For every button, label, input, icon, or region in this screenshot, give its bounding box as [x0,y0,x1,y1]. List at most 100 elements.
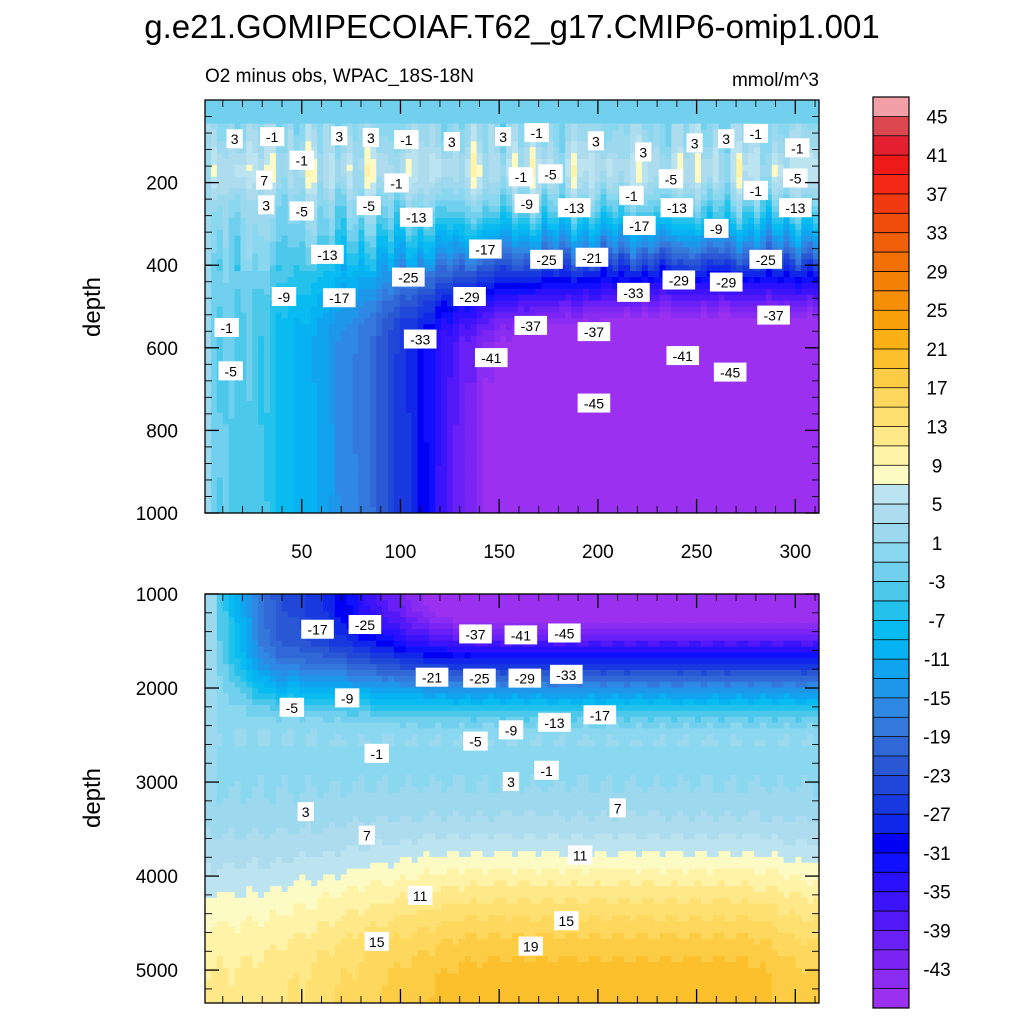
field-cell [706,105,714,113]
field-cell [222,336,230,343]
field-cell [612,235,619,243]
field-cell [512,229,519,237]
field-cell [488,141,495,148]
field-cell [346,182,354,190]
field-cell [612,365,619,372]
field-cell [452,259,460,266]
field-cell [630,123,637,131]
field-cell [388,365,395,372]
field-cell [600,117,608,125]
field-cell [813,100,819,107]
field-cell [246,170,253,178]
field-cell [600,182,608,190]
field-cell [612,277,619,284]
field-cell [553,235,560,243]
field-cell [635,129,643,136]
field-cell [612,359,619,367]
field-cell [258,159,265,166]
field-cell [689,105,696,113]
field-cell [559,194,566,201]
field-cell [299,147,306,154]
field-cell [334,212,342,219]
field-cell [559,353,566,361]
field-cell [334,277,342,284]
field-cell [364,312,371,319]
field-cell [671,235,678,243]
field-cell [393,159,401,166]
field-cell [352,123,360,131]
field-cell [222,141,230,148]
field-cell [742,247,749,254]
field-cell [659,129,667,136]
field-cell [665,377,672,384]
field-cell [281,282,289,290]
field-cell [594,365,602,372]
field-cell [405,359,413,367]
field-cell [240,194,247,201]
field-cell [382,259,389,266]
field-cell [205,365,212,372]
field-cell [500,111,507,119]
field-cell [452,312,460,319]
field-cell [210,341,218,349]
field-cell [653,253,661,260]
field-cell [695,100,702,107]
field-cell [730,330,737,337]
field-cell [659,318,667,325]
field-cell [665,235,672,243]
field-cell [606,271,613,278]
field-cell [258,330,265,337]
field-cell [210,318,218,325]
field-cell [222,182,230,190]
field-cell [659,359,667,367]
field-cell [594,371,602,378]
field-cell [429,164,436,172]
field-cell [801,282,808,290]
field-cell [476,123,484,131]
field-cell [523,271,531,278]
field-cell [612,253,619,260]
field-cell [411,353,419,361]
field-cell [376,218,383,225]
field-cell [736,188,743,195]
field-cell [730,253,737,260]
field-cell [500,147,507,154]
field-cell [370,229,377,237]
field-cell [807,164,814,172]
field-cell [813,353,819,361]
field-cell [689,306,696,313]
field-cell [240,141,247,148]
field-cell [535,282,543,290]
field-cell [759,353,767,361]
field-cell [695,341,702,349]
field-cell [252,123,259,131]
field-cell [352,312,360,319]
field-cell [340,330,348,337]
field-cell [287,277,295,284]
field-cell [641,318,649,325]
field-cell [382,218,389,225]
field-cell [807,371,814,378]
field-cell [488,147,495,154]
field-cell [287,341,295,349]
field-cell [352,141,360,148]
field-cell [541,194,549,201]
field-cell [210,235,218,243]
field-cell [771,218,779,225]
field-cell [464,271,472,278]
field-cell [494,182,501,190]
field-cell [435,265,442,272]
field-cell [264,100,271,107]
field-cell [311,100,318,107]
field-cell [718,164,726,172]
field-cell [228,153,236,160]
field-cell [210,182,218,190]
field-cell [328,282,336,290]
field-cell [423,135,430,142]
field-cell [748,353,755,361]
field-cell [754,164,761,172]
field-cell [671,164,678,172]
field-cell [364,176,371,184]
field-cell [411,111,419,119]
field-cell [205,141,212,148]
